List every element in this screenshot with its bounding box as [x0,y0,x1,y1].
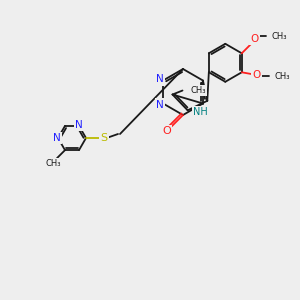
Text: S: S [100,133,108,143]
Text: CH₃: CH₃ [190,86,206,95]
Text: CH₃: CH₃ [275,72,290,81]
Text: CH₃: CH₃ [45,159,61,168]
Text: N: N [156,74,164,85]
Text: O: O [253,70,261,80]
Text: O: O [250,34,259,44]
Text: N: N [75,120,83,130]
Text: O: O [163,126,171,136]
Text: N: N [53,133,61,143]
Text: NH: NH [193,107,207,117]
Text: CH₃: CH₃ [272,32,287,41]
Text: N: N [156,100,164,110]
